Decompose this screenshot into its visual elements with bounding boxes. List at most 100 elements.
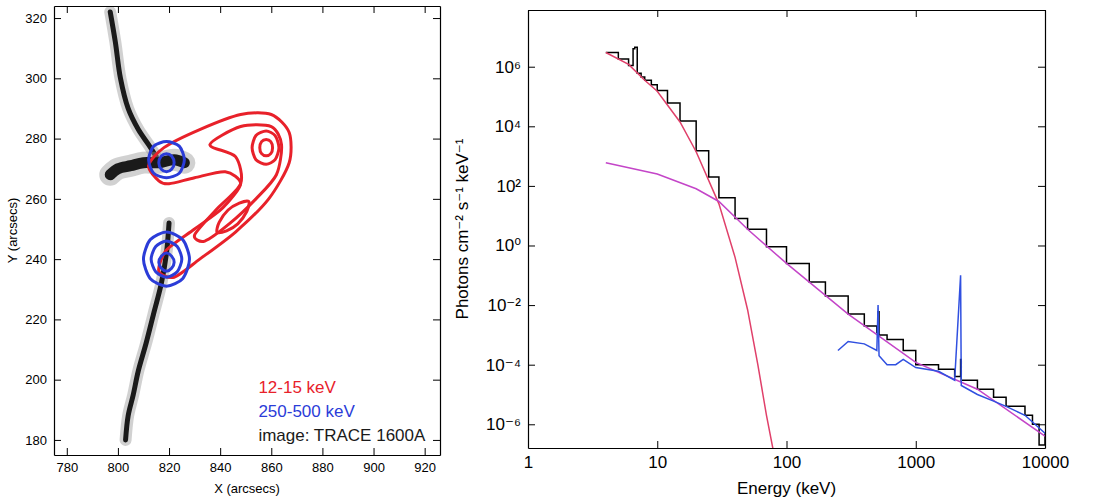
tick [433,199,440,200]
tick-mark [54,440,61,441]
tick-mark [271,448,272,455]
tick [433,319,440,320]
tick-mark [54,18,61,19]
tick-label: 10⁻² [487,296,521,315]
image-ribbon [110,12,156,157]
tick: 900 [363,448,385,475]
tick-mark [528,126,535,127]
tick-mark [1038,365,1045,366]
tick [433,139,440,140]
tick-mark [220,448,221,455]
tick: 280 [25,131,61,146]
tick: 10⁰ [495,236,535,255]
tick-mark [433,380,440,381]
tick-label: 820 [159,460,181,475]
contour [260,139,273,155]
tick-mark [1038,245,1045,246]
tick [433,259,440,260]
contour [194,125,281,242]
tick [1038,67,1045,68]
tick-label: 10⁻⁴ [486,356,521,375]
tick-mark [1038,186,1045,187]
spectrum-line [838,275,1045,433]
plot-marks [606,47,1045,448]
tick-label: 800 [108,460,130,475]
tick: 10⁻² [487,296,535,315]
tick-mark [787,10,788,17]
tick-label: 10⁶ [495,58,521,77]
tick-mark [528,305,535,306]
tick: 300 [25,71,61,86]
tick-mark [916,10,917,17]
tick: 10⁶ [495,58,535,77]
tick-mark [322,6,323,13]
tick [433,440,440,441]
legend-entry: image: TRACE 1600A [258,426,426,445]
tick-label: 10⁴ [495,117,521,136]
tick-label: 100 [773,453,801,472]
tick-mark [67,448,68,455]
tick: 100 [773,441,801,472]
tick-mark [433,78,440,79]
tick: 180 [25,433,61,448]
tick-mark [433,139,440,140]
tick [657,10,658,17]
axis-left: 180200220240260280300320 [25,7,61,456]
contour [151,241,182,277]
axis-line [529,448,1046,449]
tick-mark [528,424,535,425]
tick [1038,126,1045,127]
tick [271,6,272,13]
tick-label: 780 [56,460,78,475]
tick-label: 200 [25,372,47,387]
tick-mark [54,199,61,200]
tick: 820 [159,448,181,475]
axis-right [1038,11,1046,449]
tick-mark [54,78,61,79]
contour [149,142,185,178]
tick [220,6,221,13]
tick [374,6,375,13]
tick-mark [118,6,119,13]
tick [1038,186,1045,187]
tick-label: 10⁰ [495,236,521,255]
tick: 320 [25,11,61,26]
image-glow [110,12,156,157]
tick-label: 300 [25,71,47,86]
axis-line [55,6,441,7]
spectrum-line [606,47,1045,445]
tick-mark [916,441,917,448]
tick [1038,424,1045,425]
axis-line [55,455,441,456]
panel-spectrum: 11010010001000010⁻⁶10⁻⁴10⁻²10⁰10²10⁴10⁶E… [453,10,1070,498]
tick-mark [787,441,788,448]
tick-mark [425,448,426,455]
legend-entry: 12-15 keV [258,378,336,397]
contour [217,201,249,233]
tick-mark [657,10,658,17]
tick-mark [657,441,658,448]
tick: 10² [496,177,535,196]
tick-label: 880 [312,460,334,475]
tick: 780 [56,448,78,475]
tick: 920 [414,448,436,475]
tick-label: 260 [25,192,47,207]
tick: 10⁻⁶ [486,415,535,434]
tick-label: 1 [524,453,533,472]
tick-mark [433,199,440,200]
tick-mark [433,259,440,260]
tick: 10 [648,441,667,472]
axis-line [1045,11,1046,449]
tick [433,18,440,19]
tick: 260 [25,192,61,207]
tick-mark [169,6,170,13]
y-axis-title: Photons cm⁻² s⁻¹ keV⁻¹ [453,138,472,319]
tick-label: 1000 [897,453,935,472]
tick [1038,365,1045,366]
axis-bottom: 780800820840860880900920 [55,448,441,475]
axis-line [440,7,441,456]
contour [159,154,174,172]
tick-label: 320 [25,11,47,26]
tick-mark [271,6,272,13]
tick-mark [528,67,535,68]
